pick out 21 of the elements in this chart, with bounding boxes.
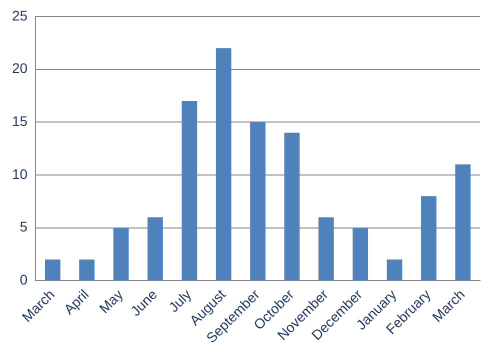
y-tick-label: 5 [20,218,28,235]
y-tick-label: 10 [12,166,28,182]
x-tick-label: July [165,286,194,316]
bar [148,217,163,280]
bar [455,164,471,280]
bar [250,122,266,280]
y-tick-label: 15 [12,112,28,129]
bar [216,48,232,280]
y-tick-label: 25 [12,7,28,24]
bar [284,132,300,280]
bar [79,260,95,280]
bar [182,100,198,280]
bar [318,217,334,280]
bar [113,228,129,280]
bar [421,196,436,280]
bar [44,260,60,280]
y-tick-label: 20 [12,60,28,76]
y-tick-label: 0 [20,272,28,288]
bar [386,260,402,280]
x-tick-label: May [96,286,126,316]
bar [352,228,368,280]
